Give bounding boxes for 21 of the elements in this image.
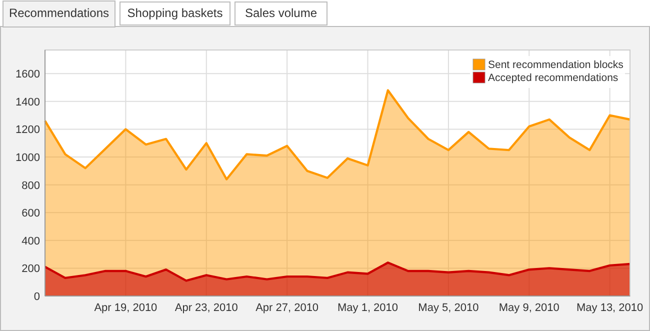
legend-label: Sent recommendation blocks [488, 59, 624, 71]
x-tick-label: May 5, 2010 [418, 302, 479, 314]
y-tick-label: 600 [22, 208, 40, 220]
y-tick-label: 1600 [16, 68, 40, 81]
x-tick-label: Apr 19, 2010 [94, 302, 158, 314]
y-tick-label: 1000 [16, 152, 40, 164]
y-tick-label: 400 [22, 235, 40, 248]
y-tick-label: 200 [22, 263, 40, 276]
x-tick-label: May 13, 2010 [576, 302, 644, 314]
y-tick-label: 800 [22, 180, 40, 192]
x-tick-label: Apr 23, 2010 [174, 302, 238, 314]
text: Shopping baskets [127, 6, 223, 20]
x-tick-label: Apr 27, 2010 [256, 302, 319, 314]
y-tick-label: 1200 [16, 124, 40, 136]
text: Sales volume [244, 6, 318, 20]
legend-label: Accepted recommendations [488, 72, 618, 84]
text: Recommendations [8, 6, 110, 20]
x-tick-label: May 1, 2010 [337, 302, 398, 314]
x-tick-label: May 9, 2010 [498, 302, 560, 314]
y-tick-label: 1400 [16, 96, 40, 108]
y-tick-label: 0 [34, 291, 40, 303]
